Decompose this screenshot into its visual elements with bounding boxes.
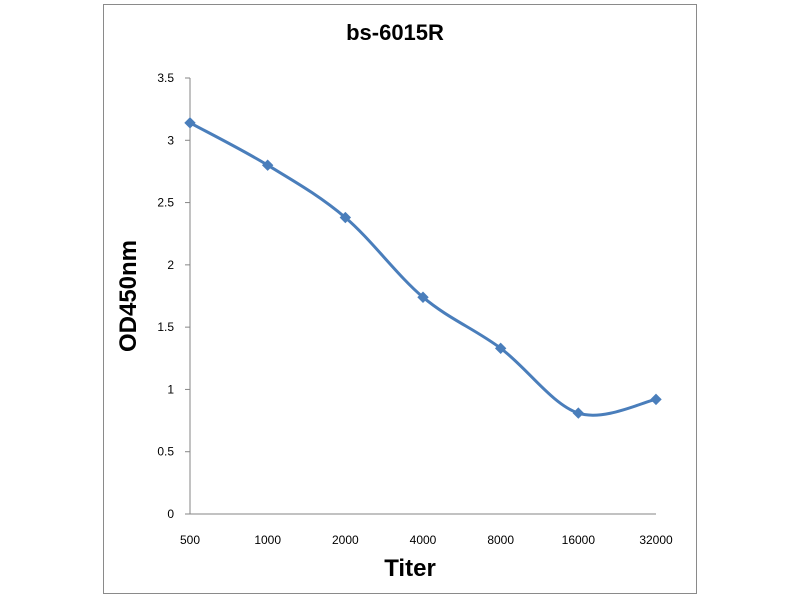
x-tick-label: 16000 (562, 533, 596, 547)
y-tick-label: 2.5 (157, 196, 174, 210)
y-tick-label: 1.5 (157, 320, 174, 334)
chart-frame (103, 4, 697, 594)
data-point-marker (339, 211, 352, 224)
data-point-marker (184, 117, 196, 129)
data-point-marker (261, 159, 274, 171)
x-tick-label: 4000 (410, 533, 437, 547)
x-tick-label: 1000 (254, 533, 281, 547)
x-tick-label: 32000 (639, 533, 673, 547)
y-tick-label: 0 (167, 507, 174, 521)
y-tick-label: 2 (167, 258, 174, 272)
data-point-marker (650, 393, 662, 406)
series-line (188, 121, 658, 417)
series-group (184, 117, 662, 419)
chart-title: bs-6015R (346, 20, 444, 45)
data-point-marker (417, 291, 429, 303)
y-tick-label: 3.5 (157, 71, 174, 85)
data-point-marker (494, 342, 507, 355)
data-point-marker (572, 407, 585, 419)
axes (185, 77, 656, 515)
y-tick-labels: 0 0.5 1 1.5 2 2.5 3 3.5 (157, 71, 174, 521)
x-axis-title: Titer (384, 555, 436, 582)
x-tick-label: 2000 (332, 533, 359, 547)
y-axis-title: OD450nm (115, 240, 142, 352)
x-tick-label: 500 (180, 533, 200, 547)
x-tick-label: 8000 (487, 533, 514, 547)
x-tick-labels: 500 1000 2000 4000 8000 16000 32000 (180, 533, 673, 547)
y-tick-label: 0.5 (157, 445, 174, 459)
y-tick-label: 1 (167, 382, 174, 396)
y-tick-label: 3 (167, 133, 174, 147)
